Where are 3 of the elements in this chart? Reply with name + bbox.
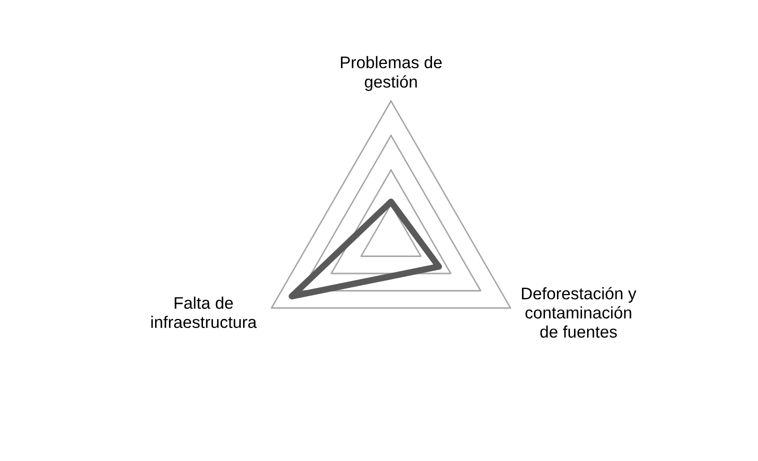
spoke-label: Problemas de gestión xyxy=(340,56,442,91)
spoke-label: Falta de infraestructura xyxy=(151,296,257,328)
spoke-label: Deforestación y contaminación de fuentes xyxy=(522,286,636,338)
